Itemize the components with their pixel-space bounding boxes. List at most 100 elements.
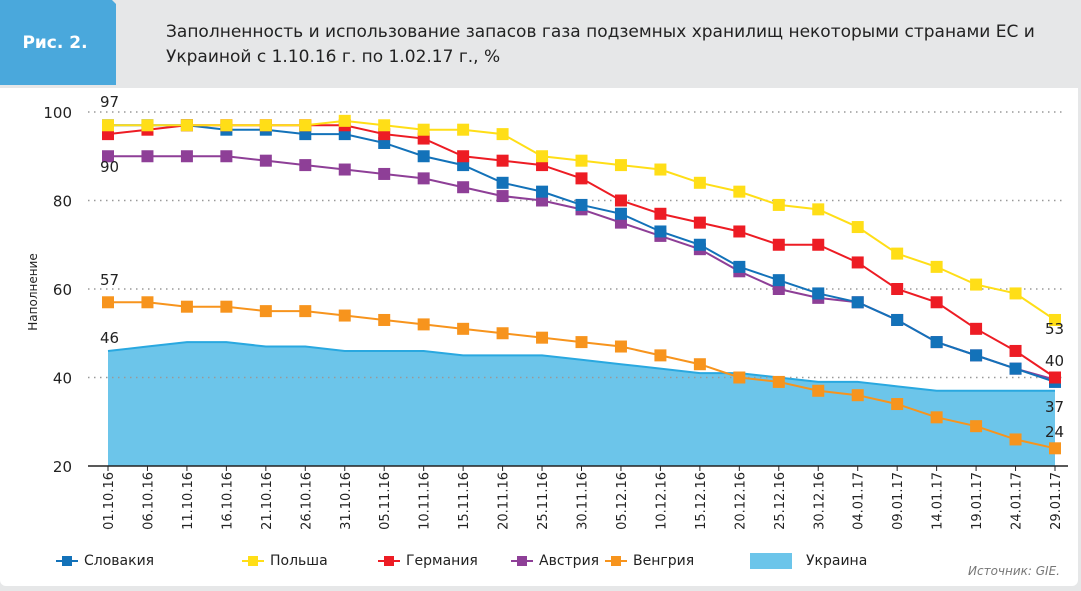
- data-point-Германия: [575, 172, 588, 185]
- x-tick-label: 30.12.16: [812, 472, 827, 530]
- x-tick-label: 19.01.17: [970, 472, 985, 530]
- y-tick-label: 100: [43, 104, 72, 122]
- legend-label: Польша: [270, 553, 328, 569]
- data-point-Венгрия: [891, 398, 904, 411]
- x-tick-label: 24.01.17: [1010, 472, 1025, 530]
- data-point-Венгрия: [930, 411, 943, 424]
- data-point-Польша: [654, 163, 667, 176]
- data-label: 46: [100, 329, 119, 347]
- legend-label: Словакия: [84, 553, 155, 569]
- data-point-Словакия: [1009, 362, 1022, 375]
- chart-title: Заполненность и использование запасов га…: [166, 22, 1035, 67]
- legend-label: Австрия: [539, 553, 600, 569]
- source-note: Источник: GIE.: [968, 564, 1060, 578]
- x-tick-label: 10.12.16: [654, 472, 669, 530]
- data-point-Германия: [693, 216, 706, 229]
- data-point-Словакия: [536, 185, 549, 198]
- data-point-Венгрия: [812, 384, 825, 397]
- data-point-Венгрия: [772, 375, 785, 388]
- data-point-Австрия: [457, 181, 470, 194]
- data-point-Германия: [891, 283, 904, 295]
- data-point-Польша: [930, 260, 943, 273]
- data-point-Венгрия: [417, 318, 430, 331]
- data-point-Польша: [536, 150, 549, 163]
- legend-item: Польша: [242, 553, 328, 569]
- data-point-Венгрия: [338, 309, 351, 322]
- data-point-Венгрия: [693, 358, 706, 371]
- legend-item: Германия: [378, 553, 478, 569]
- x-tick-label: 30.11.16: [576, 472, 591, 530]
- x-tick-label: 25.11.16: [536, 472, 551, 530]
- x-tick-label: 26.10.16: [299, 472, 314, 530]
- data-point-Польша: [891, 247, 904, 260]
- data-point-Германия: [851, 256, 864, 269]
- data-label: 37: [1045, 398, 1064, 416]
- data-point-Австрия: [102, 150, 114, 163]
- x-tick-label: 31.10.16: [339, 472, 354, 530]
- data-point-Польша: [496, 128, 509, 141]
- data-point-Германия: [614, 194, 627, 207]
- data-point-Австрия: [259, 154, 272, 167]
- x-tick-label: 04.01.17: [852, 472, 867, 530]
- data-point-Австрия: [338, 163, 351, 176]
- data-point-Германия: [1049, 371, 1061, 384]
- legend-marker: [56, 555, 78, 567]
- data-point-Австрия: [220, 150, 233, 163]
- data-point-Австрия: [496, 190, 509, 203]
- legend-marker: [605, 555, 627, 567]
- x-tick-label: 11.10.16: [181, 472, 196, 530]
- data-point-Польша: [772, 198, 785, 211]
- header: Рис. 2. Заполненность и использование за…: [0, 0, 1081, 88]
- data-point-Словакия: [930, 336, 943, 349]
- data-point-Австрия: [299, 159, 312, 172]
- data-point-Польша: [259, 119, 272, 132]
- data-point-Словакия: [772, 274, 785, 287]
- legend-label: Украина: [806, 553, 868, 569]
- area-line-Украина: [107, 341, 1055, 392]
- data-point-Венгрия: [180, 300, 193, 313]
- x-tick-label: 21.10.16: [260, 472, 275, 530]
- data-point-Венгрия: [970, 420, 983, 433]
- x-tick-label: 20.11.16: [497, 472, 512, 530]
- data-point-Польша: [457, 123, 470, 136]
- data-point-Польша: [1049, 313, 1061, 326]
- data-point-Германия: [654, 207, 667, 220]
- series-line-Польша: [108, 119, 1056, 321]
- data-point-Польша: [299, 119, 312, 132]
- x-tick-label: 20.12.16: [733, 472, 748, 530]
- data-point-Германия: [496, 154, 509, 167]
- data-point-Венгрия: [378, 313, 391, 326]
- area-Украина: [108, 342, 1055, 466]
- x-tick-label: 15.12.16: [694, 472, 709, 530]
- legend-marker: [511, 555, 533, 567]
- legend-label: Германия: [406, 553, 478, 569]
- y-tick-label: 20: [53, 458, 72, 476]
- legend-marker: [378, 555, 400, 567]
- legend-item: Венгрия: [605, 553, 694, 569]
- data-point-Венгрия: [259, 305, 272, 318]
- data-point-Словакия: [891, 313, 904, 326]
- data-point-Словакия: [733, 260, 746, 273]
- data-point-Польша: [378, 119, 391, 132]
- data-point-Словакия: [812, 287, 825, 300]
- x-tick-label: 09.01.17: [891, 472, 906, 530]
- data-point-Словакия: [693, 238, 706, 251]
- data-point-Венгрия: [575, 336, 588, 349]
- data-point-Польша: [733, 185, 746, 198]
- data-label: 57: [100, 271, 119, 289]
- data-point-Словакия: [496, 176, 509, 189]
- data-point-Польша: [693, 176, 706, 189]
- data-point-Венгрия: [496, 327, 509, 340]
- y-tick-label: 40: [53, 370, 72, 388]
- data-point-Польша: [141, 119, 154, 132]
- data-point-Германия: [1009, 344, 1022, 357]
- data-point-Германия: [812, 238, 825, 251]
- data-point-Польша: [614, 159, 627, 172]
- data-point-Венгрия: [457, 322, 470, 335]
- data-point-Венгрия: [733, 371, 746, 384]
- data-point-Словакия: [417, 150, 430, 163]
- data-point-Польша: [338, 114, 351, 127]
- data-point-Венгрия: [220, 300, 233, 313]
- data-point-Венгрия: [141, 296, 154, 309]
